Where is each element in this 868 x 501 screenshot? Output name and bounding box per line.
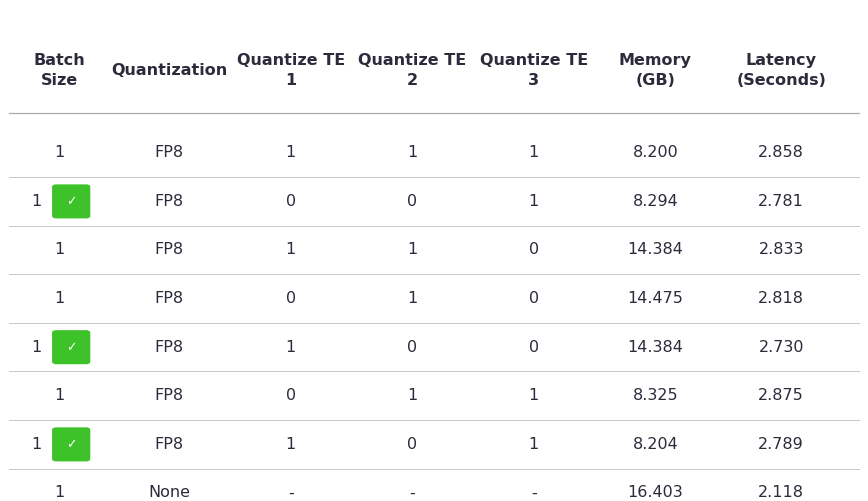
Text: -: -	[288, 485, 293, 500]
Text: 2.858: 2.858	[759, 145, 804, 160]
Text: 8.325: 8.325	[633, 388, 678, 403]
Text: 8.204: 8.204	[633, 437, 678, 452]
Text: 14.384: 14.384	[628, 340, 683, 355]
Text: 0: 0	[529, 340, 539, 355]
Text: 1: 1	[286, 145, 296, 160]
Text: 1: 1	[54, 242, 64, 258]
Text: 1: 1	[54, 388, 64, 403]
Text: 1: 1	[407, 388, 418, 403]
Text: FP8: FP8	[155, 388, 184, 403]
Text: 0: 0	[286, 291, 296, 306]
Text: 1: 1	[529, 388, 539, 403]
Text: 1: 1	[407, 242, 418, 258]
Text: 0: 0	[286, 388, 296, 403]
Text: 1: 1	[286, 340, 296, 355]
Text: 0: 0	[407, 194, 418, 209]
Text: None: None	[148, 485, 190, 500]
Text: Latency
(Seconds): Latency (Seconds)	[736, 53, 826, 88]
Text: 1: 1	[529, 437, 539, 452]
Text: 14.384: 14.384	[628, 242, 683, 258]
Text: -: -	[410, 485, 415, 500]
Text: 0: 0	[407, 437, 418, 452]
Text: 2.118: 2.118	[759, 485, 804, 500]
Text: 0: 0	[286, 194, 296, 209]
Text: Memory
(GB): Memory (GB)	[619, 53, 692, 88]
Text: 16.403: 16.403	[628, 485, 683, 500]
Text: ✓: ✓	[66, 341, 76, 354]
Text: FP8: FP8	[155, 194, 184, 209]
Text: 1: 1	[407, 145, 418, 160]
Text: 0: 0	[529, 242, 539, 258]
FancyBboxPatch shape	[52, 184, 90, 218]
Text: Batch
Size: Batch Size	[33, 53, 85, 88]
Text: Quantize TE
1: Quantize TE 1	[237, 53, 345, 88]
Text: Quantization: Quantization	[111, 63, 227, 78]
Text: FP8: FP8	[155, 145, 184, 160]
Text: Quantize TE
3: Quantize TE 3	[480, 53, 588, 88]
Text: 1: 1	[31, 194, 42, 209]
Text: 2.833: 2.833	[759, 242, 804, 258]
Text: 0: 0	[407, 340, 418, 355]
Text: Quantize TE
2: Quantize TE 2	[358, 53, 466, 88]
Text: FP8: FP8	[155, 291, 184, 306]
Text: 8.294: 8.294	[633, 194, 678, 209]
Text: -: -	[531, 485, 536, 500]
Text: 2.875: 2.875	[759, 388, 804, 403]
Text: FP8: FP8	[155, 242, 184, 258]
Text: 8.200: 8.200	[633, 145, 678, 160]
Text: 2.730: 2.730	[759, 340, 804, 355]
Text: 1: 1	[286, 242, 296, 258]
FancyBboxPatch shape	[52, 427, 90, 461]
Text: 2.818: 2.818	[759, 291, 804, 306]
Text: 2.789: 2.789	[759, 437, 804, 452]
Text: FP8: FP8	[155, 340, 184, 355]
Text: 1: 1	[529, 194, 539, 209]
Text: 14.475: 14.475	[628, 291, 683, 306]
Text: 1: 1	[286, 437, 296, 452]
Text: 1: 1	[529, 145, 539, 160]
Text: ✓: ✓	[66, 438, 76, 451]
FancyBboxPatch shape	[52, 330, 90, 364]
Text: 1: 1	[54, 485, 64, 500]
Text: 2.781: 2.781	[759, 194, 804, 209]
Text: FP8: FP8	[155, 437, 184, 452]
Text: 1: 1	[407, 291, 418, 306]
Text: 1: 1	[31, 437, 42, 452]
Text: ✓: ✓	[66, 195, 76, 208]
Text: 1: 1	[31, 340, 42, 355]
Text: 1: 1	[54, 291, 64, 306]
Text: 1: 1	[54, 145, 64, 160]
Text: 0: 0	[529, 291, 539, 306]
